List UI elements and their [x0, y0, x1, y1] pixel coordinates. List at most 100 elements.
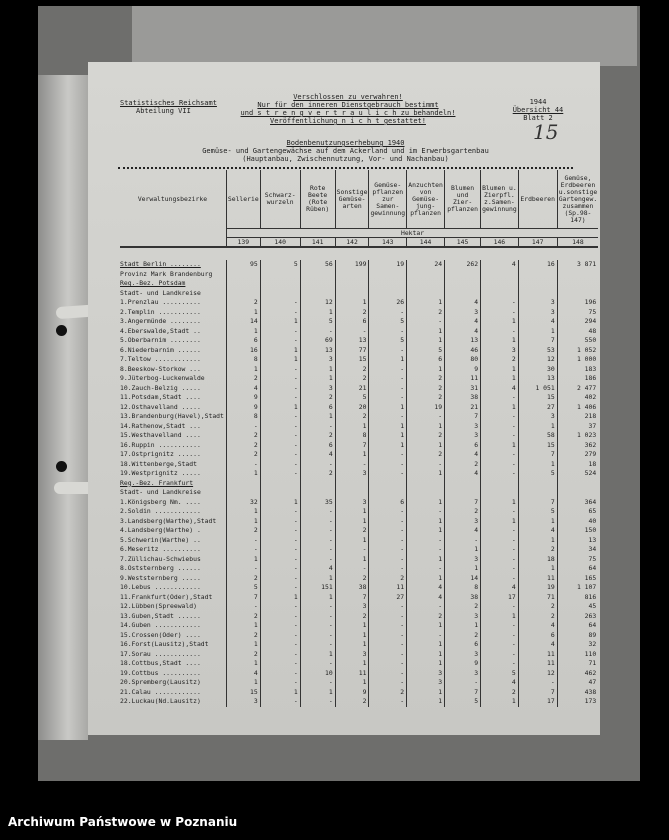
- value-cell: -: [259, 516, 301, 526]
- value-cell: 11: [444, 374, 481, 384]
- value-cell: 9: [225, 402, 261, 412]
- value-cell: 64: [556, 621, 599, 631]
- value-cell: 1: [259, 687, 301, 697]
- table-row: 4.Landsberg(Warthe) . 2- -2-1 4-4 150: [120, 526, 599, 536]
- value-cell: -: [406, 630, 445, 640]
- value-cell: 4: [299, 564, 336, 574]
- value-cell: 7: [444, 687, 481, 697]
- value-cell: -: [406, 317, 445, 327]
- value-cell: 3: [225, 697, 261, 707]
- value-cell: 6: [334, 317, 369, 327]
- table-row: 20.Spremberg(Lausitz) 1- -1-3-4-47: [120, 678, 599, 688]
- value-cell: 45: [556, 602, 599, 612]
- column-header: Blumen und Zier-pflanzen: [444, 170, 481, 229]
- value-cell: 16: [517, 260, 558, 270]
- value-cell: 1: [334, 640, 369, 650]
- value-cell: 13: [517, 374, 558, 384]
- value-cell: 7: [517, 450, 558, 460]
- value-cell: 31: [444, 383, 481, 393]
- value-cell: 9: [334, 687, 369, 697]
- value-cell: 6: [368, 497, 407, 507]
- value-cell: -: [259, 507, 301, 517]
- value-cell: 4: [444, 317, 481, 327]
- table-row: 5.Schwerin(Warthe) .. - - -1- - - -1 13: [120, 535, 599, 545]
- value-cell: 1: [517, 459, 558, 469]
- row-label: 14.Rathenow,Stadt ...: [120, 421, 201, 430]
- value-cell: -: [368, 649, 407, 659]
- value-cell: -: [368, 459, 407, 469]
- value-cell: 18: [556, 459, 599, 469]
- value-cell: 13: [556, 535, 599, 545]
- value-cell: -: [368, 412, 407, 422]
- value-cell: 1: [334, 659, 369, 669]
- value-cell: [334, 488, 369, 498]
- value-cell: 5: [368, 336, 407, 346]
- value-cell: -: [299, 678, 336, 688]
- row-label: Reg.-Bez. Frankfurt: [120, 478, 194, 487]
- value-cell: 24: [406, 260, 445, 270]
- table-row: 7.Teltow ............ 8 1 3 15 1 6 80 2 12 1 000: [120, 355, 599, 365]
- value-cell: 4: [444, 326, 481, 336]
- value-cell: [259, 478, 301, 488]
- value-cell: 4: [480, 260, 519, 270]
- value-cell: -: [368, 364, 407, 374]
- value-cell: -: [225, 564, 261, 574]
- value-cell: 4: [406, 592, 445, 602]
- value-cell: 3: [444, 668, 481, 678]
- value-cell: -: [299, 611, 336, 621]
- value-cell: 6: [444, 640, 481, 650]
- column-number: 144: [406, 237, 445, 248]
- value-cell: [334, 269, 369, 279]
- value-cell: 53: [517, 345, 558, 355]
- value-cell: -: [259, 393, 301, 403]
- value-cell: 64: [556, 564, 599, 574]
- value-cell: 1: [444, 564, 481, 574]
- value-cell: [556, 488, 599, 498]
- row-label: 15.Crossen(Oder) ....: [120, 630, 201, 639]
- value-cell: 8: [225, 412, 261, 422]
- value-cell: 2: [334, 412, 369, 422]
- value-cell: [444, 488, 481, 498]
- value-cell: -: [259, 421, 301, 431]
- document-subtitle: Gemüse- und Gartengewächse auf dem Acker…: [202, 147, 489, 155]
- value-cell: 1: [368, 440, 407, 450]
- row-label: 3.Landsberg(Warthe),Stadt: [120, 516, 217, 525]
- table-row: 19.Westprignitz ..... 1-2 3-1 4-5 524: [120, 469, 599, 479]
- value-cell: 1: [368, 421, 407, 431]
- value-cell: -: [334, 545, 369, 555]
- value-cell: -: [259, 545, 301, 555]
- value-cell: [299, 279, 336, 289]
- value-cell: -: [259, 678, 301, 688]
- value-cell: 1: [406, 440, 445, 450]
- value-cell: 2: [444, 602, 481, 612]
- value-cell: 1: [480, 440, 519, 450]
- value-cell: 2: [334, 697, 369, 707]
- table-row: 9.Weststernberg ..... 2-1 2 2 1 14-11 165: [120, 573, 599, 583]
- statistics-table: Verwaltungsbezirke Sellerie Schwarz-wurzel…: [120, 170, 599, 707]
- value-cell: 1: [225, 516, 261, 526]
- value-cell: 196: [556, 298, 599, 308]
- value-cell: 3: [444, 421, 481, 431]
- value-cell: 1: [406, 336, 445, 346]
- value-cell: 1: [299, 649, 336, 659]
- value-cell: 6: [225, 336, 261, 346]
- value-cell: -: [259, 583, 301, 593]
- value-cell: -: [299, 526, 336, 536]
- value-cell: 13: [444, 336, 481, 346]
- value-cell: 279: [556, 450, 599, 460]
- value-cell: -: [368, 507, 407, 517]
- value-cell: -: [480, 307, 519, 317]
- value-cell: [444, 279, 481, 289]
- value-cell: 58: [517, 431, 558, 441]
- value-cell: 2: [406, 431, 445, 441]
- value-cell: 1 107: [556, 583, 599, 593]
- value-cell: -: [259, 573, 301, 583]
- row-label: 3.Angermünde ........: [120, 317, 201, 325]
- value-cell: 2: [225, 298, 261, 308]
- value-cell: -: [406, 459, 445, 469]
- value-cell: 4: [517, 640, 558, 650]
- value-cell: 2: [299, 469, 336, 479]
- value-cell: 75: [556, 307, 599, 317]
- notice-line: Nur für den inneren Dienstgebrauch besti…: [257, 101, 439, 109]
- value-cell: -: [259, 659, 301, 669]
